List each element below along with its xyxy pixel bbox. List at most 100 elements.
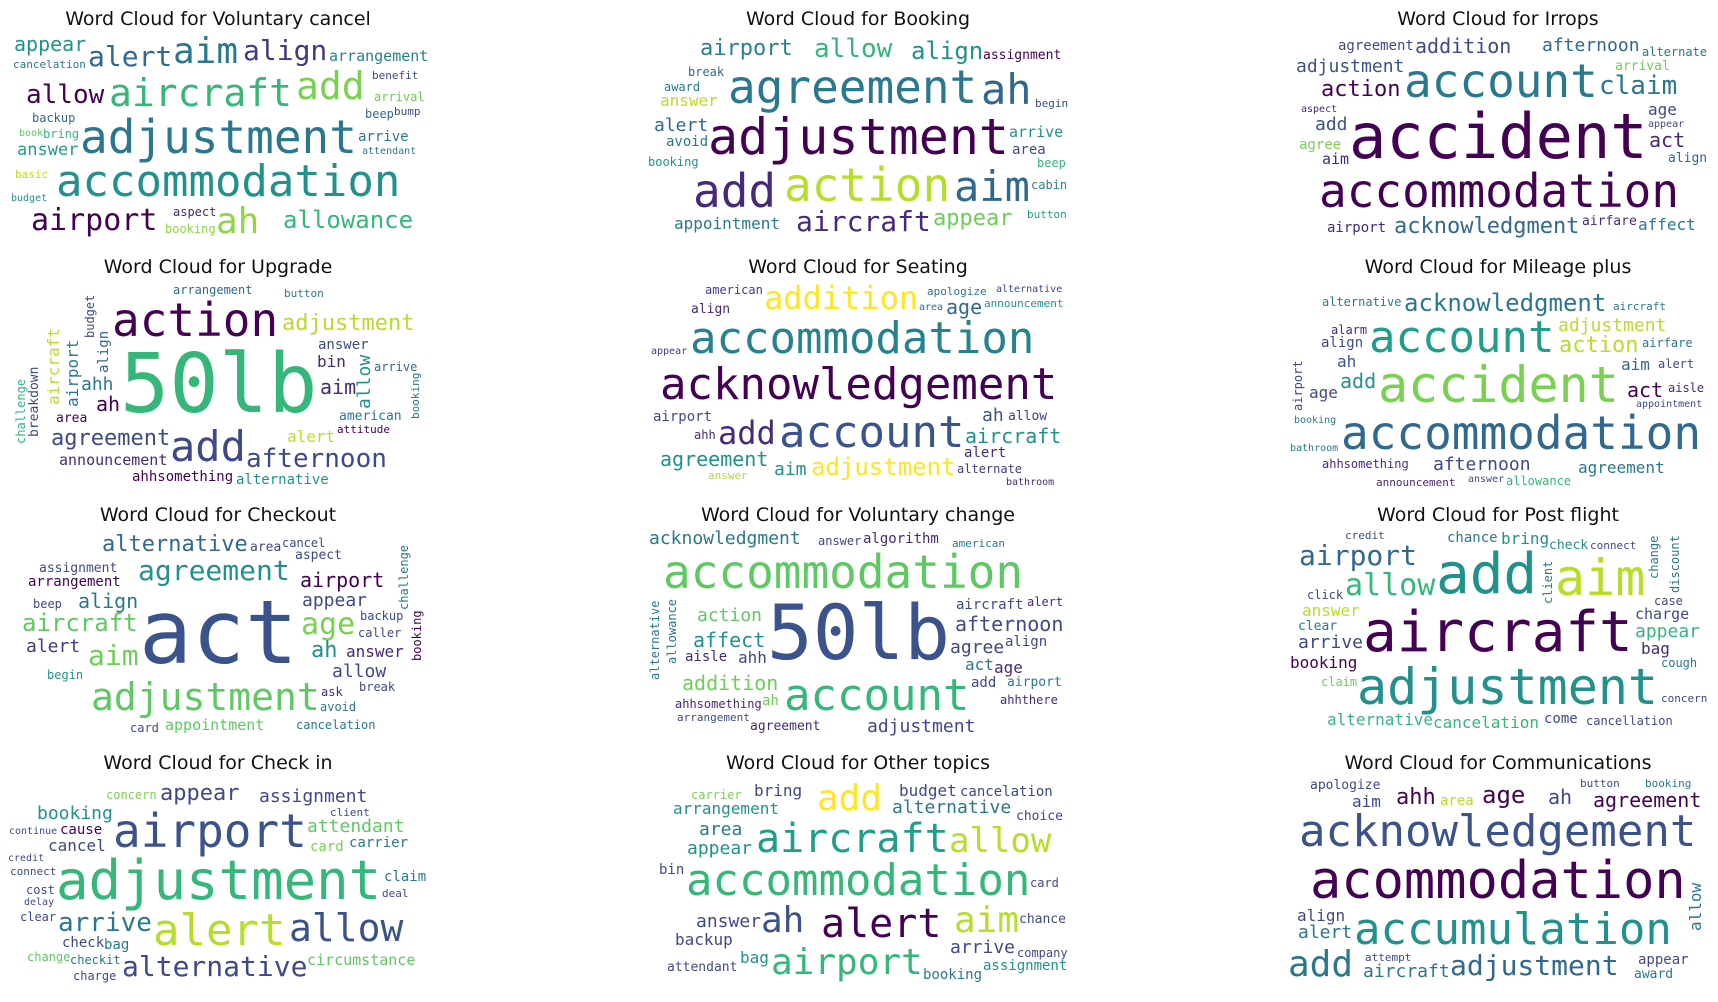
cloud-word: alternative (236, 472, 329, 488)
cloud-word: booking (165, 222, 216, 236)
cloud-word: age (994, 658, 1023, 677)
cloud-word: allow (1686, 882, 1705, 931)
cloud-word: appear (651, 346, 688, 357)
cloud-word: age (1309, 383, 1338, 402)
cloud-word: booking (409, 372, 422, 419)
word-cloud-panel: Word Cloud for Communications acommodatio… (1288, 752, 1708, 984)
cloud-word: affect (1638, 215, 1696, 234)
cloud-word: american (339, 409, 402, 424)
cloud-word: alternative (648, 600, 662, 680)
cloud-word: alert (821, 901, 942, 947)
cloud-word: act (1649, 128, 1686, 152)
cloud-word: aspect (1301, 104, 1338, 115)
cloud-word: backup (360, 609, 404, 623)
cloud-word: award (1634, 967, 1674, 982)
cloud-word: aim (88, 639, 139, 672)
cloud-word: accumulation (1354, 904, 1672, 955)
cloud-word: card (130, 721, 159, 735)
cloud-word: airport (1291, 360, 1305, 411)
cloud-word: booking (1290, 653, 1358, 672)
cloud-word: ahhsomething (1322, 457, 1409, 471)
word-cloud: adjustment accommodation aircraft add aim ah a… (8, 34, 428, 240)
word-cloud-panel: Word Cloud for Voluntary change 50lb accom… (648, 504, 1068, 736)
cloud-word: ah (982, 405, 1004, 426)
word-cloud-panel: Word Cloud for Voluntary cancel adjustmen… (8, 8, 428, 240)
cloud-word: bag (1641, 639, 1670, 658)
cloud-word: action (1559, 333, 1639, 358)
cloud-word: break (359, 680, 396, 694)
cloud-word: aircraft (1363, 600, 1633, 665)
cloud-word: add (1436, 542, 1538, 607)
cloud-word: airport (1299, 539, 1418, 572)
cloud-word: booking (1645, 778, 1692, 790)
cloud-word: appear (302, 590, 368, 611)
cloud-word: align (96, 330, 112, 373)
cloud-word: action (1321, 77, 1401, 102)
cloud-word: afternoon (955, 612, 1064, 636)
cloud-word: appear (1638, 952, 1689, 968)
cloud-word: credit (1345, 530, 1385, 542)
cloud-word: carrier (349, 835, 409, 851)
cloud-word: booking (410, 610, 424, 661)
cloud-word: account (779, 407, 965, 458)
cloud-word: allow (354, 354, 375, 409)
cloud-word: alert (964, 445, 1007, 461)
cloud-word: alarm (1331, 323, 1368, 337)
cloud-word: adjustment (91, 675, 320, 719)
cloud-word: booking (1294, 415, 1337, 426)
cloud-word: ahhthere (1000, 693, 1058, 707)
cloud-word: apologize (927, 285, 987, 298)
cloud-word: arrive (374, 360, 418, 374)
cloud-word: adjustment (1450, 949, 1619, 982)
cloud-word: appear (1635, 621, 1701, 642)
cloud-word: alert (654, 115, 709, 136)
cloud-word: arrive (58, 908, 152, 938)
cloud-word: acknowledgment (1394, 214, 1580, 239)
cloud-word: answer (346, 642, 404, 661)
cloud-word: aircraft (796, 205, 931, 238)
cloud-word: assignment (983, 48, 1062, 63)
cloud-word: backup (675, 930, 733, 949)
cloud-word: claim (1321, 675, 1358, 689)
cloud-word: aisle (1668, 381, 1705, 395)
cloud-word: arrangement (677, 711, 750, 724)
cloud-word: add (817, 778, 883, 819)
cloud-word: 50lb (767, 588, 951, 677)
word-cloud-panel: Word Cloud for Checkout act adjustment age a… (8, 504, 428, 736)
cloud-word: click (1307, 588, 1344, 602)
cloud-word: answer (1468, 474, 1505, 485)
cloud-word: age (1482, 781, 1526, 809)
panel-title: Word Cloud for Seating (748, 256, 968, 278)
cloud-word: alert (287, 427, 336, 446)
cloud-word: adjustment (1357, 658, 1659, 716)
cloud-word: account (784, 670, 970, 721)
cloud-word: act (1627, 378, 1664, 402)
cloud-word: appointment (674, 214, 780, 233)
cloud-word: arrival (374, 90, 425, 104)
cloud-word: action (784, 158, 951, 212)
word-cloud-panel: Word Cloud for Post flight aircraft add adj… (1288, 504, 1708, 736)
cloud-word: aircraft (756, 816, 949, 862)
word-cloud: aircraft add adjustment aim allow airport appe… (1288, 530, 1708, 736)
cloud-word: area (919, 302, 944, 313)
cloud-word: allow (1345, 568, 1436, 603)
cloud-word: accident (1349, 100, 1648, 173)
cloud-word: carrier (691, 788, 742, 802)
cloud-word: begin (47, 668, 84, 682)
cloud-word: airport (771, 942, 923, 983)
cloud-word: allow (1008, 409, 1048, 424)
cloud-word: answer (708, 469, 748, 482)
cloud-word: chance (1019, 912, 1066, 927)
cloud-word: cancel (48, 836, 106, 855)
cloud-word: delay (24, 897, 55, 908)
word-cloud: adjustment airport alert allow alternative ar… (8, 778, 428, 984)
cloud-word: alternate (957, 462, 1023, 476)
cloud-word: continue (9, 826, 58, 837)
cloud-word: company (1017, 946, 1068, 960)
cloud-word: alert (1298, 922, 1353, 943)
cloud-word: add (971, 675, 997, 691)
cloud-word: bin (317, 352, 346, 371)
cloud-word: claim (384, 869, 427, 885)
cloud-word: cough (1661, 656, 1698, 670)
cloud-word: agreement (660, 447, 769, 471)
